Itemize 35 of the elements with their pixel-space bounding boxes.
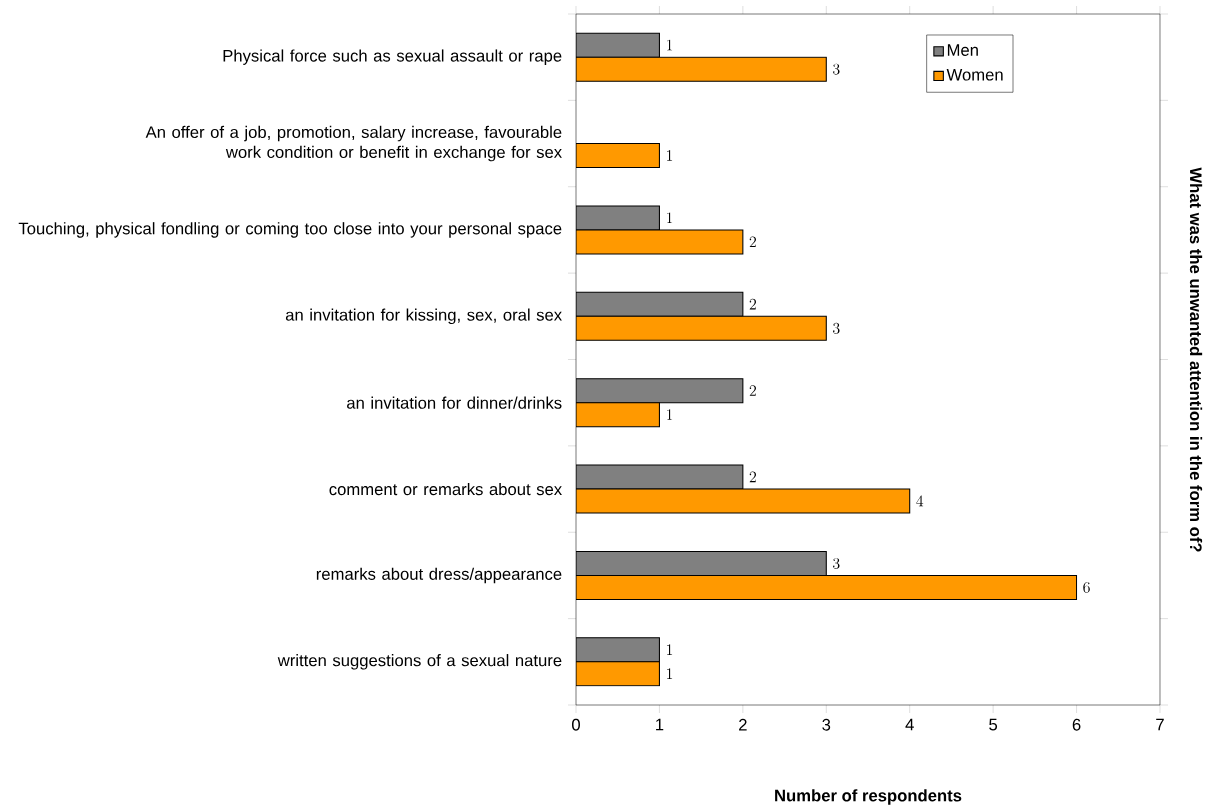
- y-axis-title: What was the unwanted attention in the form of?: [1189, 167, 1203, 552]
- y-tick-label: an invitation for kissing, sex, oral sex: [285, 308, 562, 324]
- x-tick-label: 6: [1072, 718, 1081, 731]
- y-tick-label: written suggestions of a sexual nature: [277, 653, 562, 670]
- data-label: 1: [666, 212, 673, 223]
- y-tick-label: Physical force such as sexual assault or rape: [223, 49, 562, 65]
- data-label: 1: [666, 668, 673, 679]
- data-label: 1: [666, 39, 673, 51]
- x-tick-label: 4: [905, 718, 914, 731]
- x-axis-title: Number of respondents: [775, 789, 962, 805]
- data-label: 4: [916, 495, 924, 507]
- x-tick-label: 5: [989, 718, 998, 731]
- y-tick-label: Touching, physical fondling or coming too close into your personal space: [18, 222, 562, 238]
- data-label: 1: [666, 149, 673, 161]
- data-label: 3: [833, 557, 840, 569]
- y-tick-label: remarks about dress/appearance: [316, 567, 562, 584]
- data-label: 1: [666, 409, 673, 420]
- x-tick-label: 7: [1156, 718, 1164, 731]
- data-label: 2: [749, 298, 756, 310]
- data-label: 2: [749, 385, 756, 396]
- x-tick-label: 2: [739, 718, 747, 731]
- y-tick-label: an invitation for dinner/drinks: [347, 396, 562, 409]
- legend-label: Men: [947, 44, 978, 56]
- data-label: 2: [749, 236, 756, 247]
- y-tick-label: comment or remarks about sex: [329, 482, 562, 496]
- x-tick-label: 0: [572, 718, 580, 731]
- legend-label: Women: [946, 68, 1003, 81]
- data-label: 2: [749, 471, 756, 483]
- data-label: 1: [666, 644, 673, 655]
- data-label: 3: [833, 322, 840, 334]
- y-tick-label: An offer of a job, promotion, salary increase, favourable work condition or benefit in exchange for sex: [145, 125, 562, 162]
- x-tick-label: 1: [656, 718, 664, 731]
- data-label: 3: [833, 63, 840, 75]
- data-label: 6: [1083, 581, 1090, 593]
- x-tick-label: 3: [822, 718, 831, 731]
